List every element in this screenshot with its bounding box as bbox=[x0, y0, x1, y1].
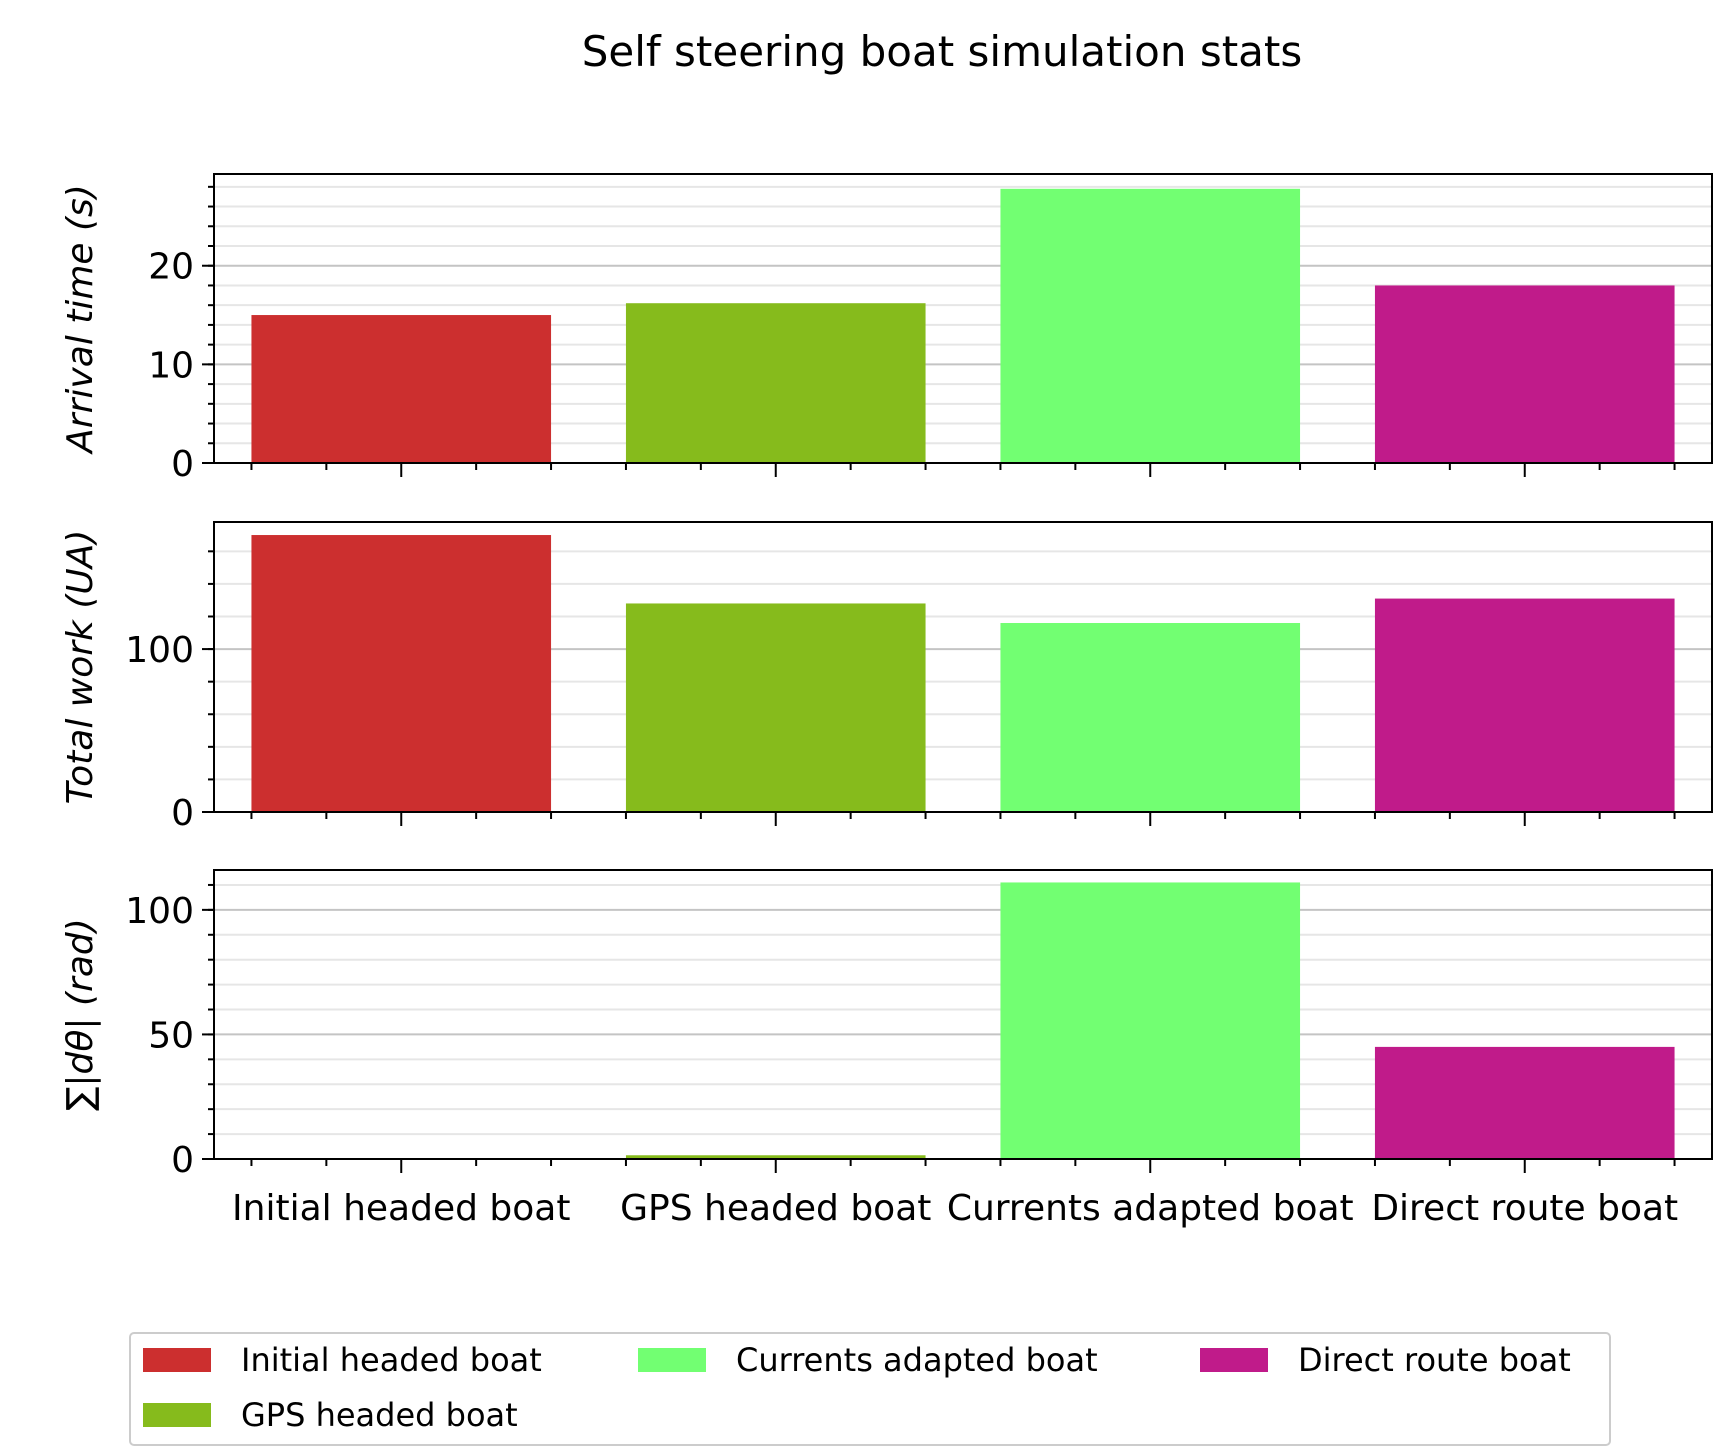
bar-4 bbox=[1374, 1046, 1675, 1159]
x-tick-label: Direct route boat bbox=[1371, 1188, 1678, 1229]
legend-label: Currents adapted boat bbox=[736, 1341, 1098, 1379]
x-axis-labels: Initial headed boat GPS headed boat Curren… bbox=[232, 1188, 1678, 1229]
legend-swatch bbox=[1200, 1348, 1268, 1372]
legend-label: Direct route boat bbox=[1298, 1341, 1571, 1379]
bar-4 bbox=[1374, 285, 1675, 463]
bar-1 bbox=[251, 315, 552, 463]
x-tick-label: Initial headed boat bbox=[232, 1188, 570, 1229]
legend-label: Initial headed boat bbox=[241, 1341, 542, 1379]
bar-3 bbox=[1000, 188, 1301, 463]
y-tick-label: 20 bbox=[148, 247, 194, 288]
y-tick-label: 10 bbox=[148, 345, 194, 386]
legend-swatch bbox=[143, 1348, 211, 1372]
panel-2: 0 100 Total work (UA) bbox=[60, 521, 1713, 834]
panel-1: 0 10 20 Arrival time (s) bbox=[60, 173, 1713, 485]
bar-1 bbox=[251, 535, 552, 812]
bar-4 bbox=[1374, 598, 1675, 812]
bar-2 bbox=[625, 303, 926, 463]
plot-frame bbox=[213, 869, 1713, 1160]
bar-3 bbox=[1000, 882, 1301, 1159]
panel-3: 0 50 100 ∑|dθ| (rad) bbox=[60, 869, 1713, 1181]
legend-swatch bbox=[638, 1348, 706, 1372]
chart-panels: 0 10 20 Arrival time (s) 0 100 Total work (UA)… bbox=[60, 173, 1713, 1181]
plot-frame bbox=[213, 173, 1713, 464]
y-axis-label: ∑|dθ| (rad) bbox=[60, 918, 101, 1111]
y-tick-label: 0 bbox=[171, 444, 194, 485]
y-axis-label: Total work (UA) bbox=[60, 530, 101, 805]
legend-label: GPS headed boat bbox=[241, 1396, 518, 1434]
plot-frame bbox=[213, 521, 1713, 813]
legend: Initial headed boat GPS headed boat Curren… bbox=[129, 1332, 1611, 1446]
y-tick-label: 0 bbox=[171, 1140, 194, 1181]
bar-2 bbox=[625, 603, 926, 812]
bar-3 bbox=[1000, 623, 1301, 812]
y-tick-label: 100 bbox=[125, 891, 194, 932]
y-tick-label: 100 bbox=[125, 630, 194, 671]
chart-title: Self steering boat simulation stats bbox=[582, 27, 1303, 76]
y-tick-label: 0 bbox=[171, 793, 194, 834]
x-tick-label: GPS headed boat bbox=[620, 1188, 931, 1229]
x-tick-label: Currents adapted boat bbox=[947, 1188, 1354, 1229]
y-axis-label: Arrival time (s) bbox=[60, 184, 101, 455]
y-tick-label: 50 bbox=[148, 1015, 194, 1056]
legend-swatch bbox=[143, 1403, 211, 1427]
bar-2 bbox=[625, 1155, 926, 1159]
